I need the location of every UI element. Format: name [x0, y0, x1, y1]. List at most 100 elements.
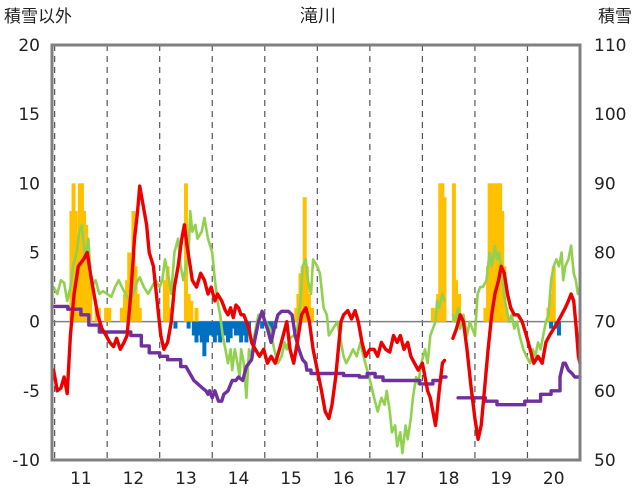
x-tick-label: 15 [280, 469, 302, 489]
snowfall-bar [430, 307, 435, 322]
x-tick-label: 19 [490, 469, 512, 489]
snowfall-bar [165, 266, 170, 322]
snowfall-bar [73, 211, 78, 322]
series-lines [51, 184, 582, 455]
snowfall-bar [162, 280, 167, 322]
snowfall-bar [69, 211, 74, 322]
negative-bar [233, 321, 238, 336]
snowfall-bar [454, 280, 459, 322]
snowfall-bar [300, 266, 305, 322]
left-tick-label: 15 [18, 105, 40, 125]
negative-bar [191, 321, 196, 336]
snowfall-bar [310, 307, 315, 322]
negative-bar [260, 321, 265, 329]
negative-bar [186, 321, 191, 329]
negative-bar [228, 321, 233, 339]
negative-bar [199, 321, 204, 343]
x-tick-label: 16 [333, 469, 355, 489]
left-tick-label: 10 [18, 174, 40, 194]
right-tick-label: 70 [594, 313, 616, 333]
negative-bar [549, 321, 554, 329]
purple-series-line [456, 361, 582, 407]
right-tick-label: 60 [594, 382, 616, 402]
negative-bar [556, 321, 561, 336]
snowfall-bar [133, 266, 138, 322]
negative-bar [212, 321, 217, 343]
purple-series-line [51, 304, 448, 403]
snowfall-bar [71, 183, 76, 322]
snowfall-bar [194, 307, 199, 322]
x-tick-label: 18 [438, 469, 460, 489]
snowfall-bar [137, 307, 142, 322]
right-axis-ticks: 50 60 70 80 90 100 110 [594, 36, 626, 471]
left-tick-label: 0 [29, 313, 40, 333]
snowfall-bar [189, 300, 194, 322]
right-tick-label: 80 [594, 244, 616, 264]
snowfall-bar [86, 273, 91, 322]
snowfall-bar [77, 183, 82, 322]
snowfall-bar [489, 183, 494, 322]
snowfall-bar [304, 266, 309, 322]
negative-bar [218, 321, 223, 343]
negative-bar [236, 321, 241, 336]
snowfall-bar [451, 183, 456, 322]
negative-bar [226, 321, 230, 343]
x-tick-label: 12 [123, 469, 145, 489]
plot-frame [50, 43, 582, 462]
snowfall-bar [186, 294, 191, 322]
snowfall-bar [549, 294, 554, 322]
snowfall-bar [438, 183, 443, 322]
snowfall-bar [125, 280, 130, 322]
x-tick-label: 11 [70, 469, 92, 489]
snowfall-bar [551, 266, 556, 322]
snowfall-bar [306, 294, 311, 322]
snowfall-bar [88, 280, 93, 322]
negative-bar [204, 321, 209, 343]
snowfall-bar [440, 183, 445, 322]
snowfall-bar [294, 307, 299, 322]
negative-bar [241, 321, 246, 336]
negative-bar [239, 321, 244, 343]
negative-bar [210, 321, 215, 336]
x-tick-label: 13 [175, 469, 197, 489]
gridlines [54, 45, 529, 460]
left-tick-label: -10 [12, 451, 40, 471]
snowfall-bar [483, 307, 488, 322]
negative-bar [223, 321, 228, 336]
snowfall-bar [75, 252, 80, 322]
negative-bar [244, 321, 249, 343]
negative-bar [207, 321, 212, 336]
right-tick-label: 110 [594, 36, 626, 56]
chart-title: 滝川 [300, 6, 336, 27]
negative-bar [173, 321, 178, 329]
snowfall-bar [127, 252, 132, 322]
red-series-line [451, 264, 582, 441]
snowfall-bar [84, 224, 89, 322]
snowfall-bar [135, 294, 140, 322]
snowfall-bar [107, 307, 112, 322]
snowfall-bar [82, 211, 87, 322]
left-tick-label: 20 [18, 36, 40, 56]
red-series-line [51, 184, 447, 428]
green-series-line [52, 209, 446, 455]
x-axis-ticks: 11 12 13 14 15 16 17 18 19 20 [70, 469, 564, 489]
snowfall-bar [79, 183, 84, 322]
x-tick-label: 14 [228, 469, 250, 489]
left-tick-label: -5 [23, 382, 40, 402]
negative-bar [194, 321, 199, 343]
right-axis-label: 積雪 [598, 7, 632, 27]
negative-bar [202, 321, 207, 357]
negative-bar [215, 321, 220, 336]
snowfall-bar [183, 183, 188, 322]
left-tick-label: 5 [29, 244, 40, 264]
snowfall-bar [123, 294, 128, 322]
green-series-line [451, 244, 582, 365]
left-axis-ticks: -10 -5 0 5 10 15 20 [12, 36, 40, 471]
x-tick-label: 20 [543, 469, 565, 489]
right-tick-label: 90 [594, 174, 616, 194]
x-tick-label: 17 [385, 469, 407, 489]
right-tick-label: 50 [594, 451, 616, 471]
snowfall-bar [104, 307, 109, 322]
left-axis-label: 積雪以外 [4, 7, 72, 27]
